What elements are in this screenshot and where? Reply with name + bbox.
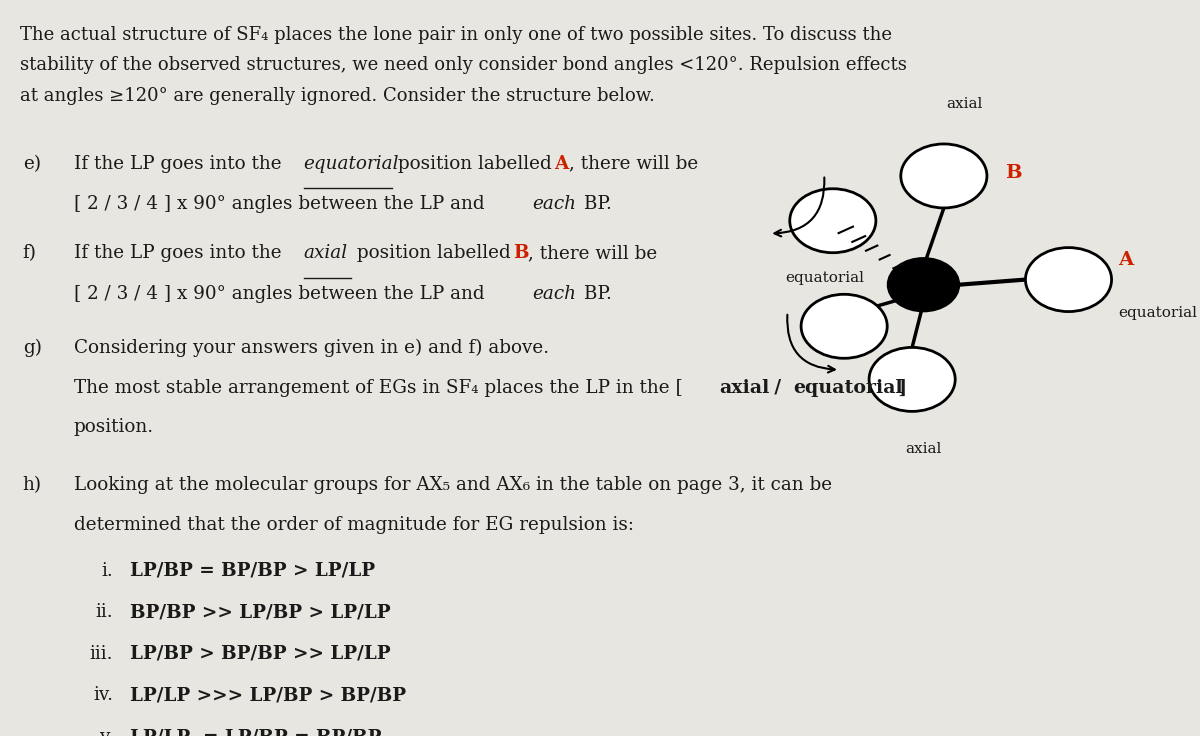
Text: position labelled: position labelled (392, 155, 558, 173)
Text: equatorial: equatorial (793, 379, 902, 397)
Text: [ 2 / 3 / 4 ] x 90° angles between the LP and: [ 2 / 3 / 4 ] x 90° angles between the L… (73, 285, 490, 302)
Text: B: B (1006, 164, 1021, 183)
Text: BP.: BP. (578, 195, 612, 213)
Text: B: B (514, 244, 529, 263)
Text: equatorial: equatorial (304, 155, 400, 173)
Text: v.: v. (100, 728, 113, 736)
Ellipse shape (888, 258, 959, 311)
Text: determined that the order of magnitude for EG repulsion is:: determined that the order of magnitude f… (73, 516, 634, 534)
Text: , there will be: , there will be (569, 155, 698, 173)
Text: axial: axial (905, 442, 942, 456)
Text: axial: axial (946, 96, 983, 110)
FancyArrowPatch shape (774, 177, 824, 236)
FancyArrowPatch shape (787, 315, 835, 372)
Text: /: / (768, 379, 787, 397)
Text: LP/LP >>> LP/BP > BP/BP: LP/LP >>> LP/BP > BP/BP (131, 687, 407, 704)
Text: BP.: BP. (578, 285, 612, 302)
Text: e): e) (23, 155, 41, 173)
Text: , there will be: , there will be (528, 244, 658, 263)
Text: BP/BP >> LP/BP > LP/LP: BP/BP >> LP/BP > LP/LP (131, 604, 391, 621)
Text: The actual structure of SF₄ places the lone pair in only one of two possible sit: The actual structure of SF₄ places the l… (20, 26, 893, 43)
Text: Considering your answers given in e) and f) above.: Considering your answers given in e) and… (73, 339, 548, 358)
Text: each: each (533, 195, 576, 213)
Text: each: each (533, 285, 576, 302)
Text: ii.: ii. (96, 604, 113, 621)
Text: equatorial: equatorial (1118, 306, 1198, 320)
Ellipse shape (869, 347, 955, 411)
Text: at angles ≥120° are generally ignored. Consider the structure below.: at angles ≥120° are generally ignored. C… (20, 87, 655, 105)
Ellipse shape (802, 294, 887, 358)
Text: axial: axial (304, 244, 348, 263)
Text: LP/LP  = LP/BP = BP/BP: LP/LP = LP/BP = BP/BP (131, 728, 382, 736)
Text: i.: i. (102, 562, 113, 580)
Ellipse shape (1026, 247, 1111, 311)
Text: axial: axial (720, 379, 770, 397)
Text: equatorial: equatorial (786, 271, 864, 285)
Text: A: A (1118, 252, 1134, 269)
Text: iii.: iii. (90, 645, 113, 663)
Ellipse shape (901, 144, 986, 208)
Text: LP/BP > BP/BP >> LP/LP: LP/BP > BP/BP >> LP/LP (131, 645, 391, 663)
Text: ]: ] (892, 379, 907, 397)
Text: iv.: iv. (94, 687, 113, 704)
Text: position labelled: position labelled (352, 244, 517, 263)
Text: If the LP goes into the: If the LP goes into the (73, 155, 287, 173)
Text: f): f) (23, 244, 37, 263)
Text: position.: position. (73, 419, 154, 436)
Text: [ 2 / 3 / 4 ] x 90° angles between the LP and: [ 2 / 3 / 4 ] x 90° angles between the L… (73, 195, 490, 213)
Text: The most stable arrangement of EGs in SF₄ places the LP in the [: The most stable arrangement of EGs in SF… (73, 379, 689, 397)
Text: LP/BP = BP/BP > LP/LP: LP/BP = BP/BP > LP/LP (131, 562, 376, 580)
Text: If the LP goes into the: If the LP goes into the (73, 244, 287, 263)
Text: stability of the observed structures, we need only consider bond angles <120°. R: stability of the observed structures, we… (20, 56, 907, 74)
Text: Looking at the molecular groups for AX₅ and AX₆ in the table on page 3, it can b: Looking at the molecular groups for AX₅ … (73, 476, 832, 494)
Text: h): h) (23, 476, 42, 494)
Ellipse shape (790, 188, 876, 252)
Text: A: A (554, 155, 569, 173)
Text: g): g) (23, 339, 42, 358)
